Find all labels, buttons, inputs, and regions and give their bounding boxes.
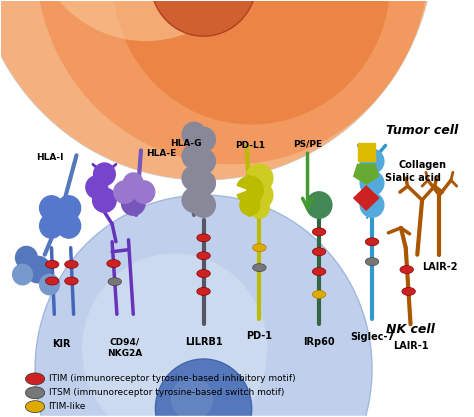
Text: NKG2A: NKG2A <box>107 349 142 358</box>
Circle shape <box>93 162 116 186</box>
Circle shape <box>92 187 117 213</box>
Circle shape <box>123 172 144 194</box>
Wedge shape <box>247 181 273 209</box>
Circle shape <box>0 0 435 180</box>
Ellipse shape <box>64 277 78 285</box>
Text: Sialic acid: Sialic acid <box>384 173 440 183</box>
Circle shape <box>25 256 52 284</box>
Text: Collagen: Collagen <box>398 160 446 170</box>
Circle shape <box>82 254 267 417</box>
Ellipse shape <box>64 260 78 269</box>
Circle shape <box>39 274 60 295</box>
Circle shape <box>182 143 207 169</box>
Text: IRp60: IRp60 <box>303 337 335 347</box>
Text: ITSM (immunoreceptor tyrosine-based switch motif): ITSM (immunoreceptor tyrosine-based swit… <box>48 388 284 397</box>
Ellipse shape <box>253 264 266 271</box>
Circle shape <box>191 126 216 152</box>
Circle shape <box>191 148 216 174</box>
Circle shape <box>359 192 384 218</box>
Text: CD94/: CD94/ <box>109 337 140 346</box>
Circle shape <box>12 264 33 286</box>
Text: ITIM (immunoreceptor tyrosine-based inhibitory motif): ITIM (immunoreceptor tyrosine-based inhi… <box>48 374 295 383</box>
Text: HLA-G: HLA-G <box>171 139 202 148</box>
Text: PS/PE: PS/PE <box>293 139 322 148</box>
Ellipse shape <box>197 287 210 295</box>
Text: Tumor cell: Tumor cell <box>386 124 459 137</box>
Ellipse shape <box>26 373 45 385</box>
Circle shape <box>155 359 252 417</box>
Circle shape <box>151 0 256 36</box>
Ellipse shape <box>46 277 59 285</box>
Ellipse shape <box>400 266 413 274</box>
Ellipse shape <box>402 287 415 295</box>
Ellipse shape <box>26 401 45 413</box>
Ellipse shape <box>197 269 210 278</box>
Text: ITIM-like: ITIM-like <box>48 402 86 411</box>
Ellipse shape <box>197 234 210 242</box>
Polygon shape <box>354 186 379 210</box>
Text: Siglec-7: Siglec-7 <box>350 332 394 342</box>
Circle shape <box>306 191 333 219</box>
Ellipse shape <box>108 278 121 286</box>
Ellipse shape <box>312 248 326 256</box>
Polygon shape <box>357 143 375 161</box>
Text: NK cell: NK cell <box>386 323 435 336</box>
Ellipse shape <box>312 291 326 299</box>
Circle shape <box>56 213 82 239</box>
Circle shape <box>39 213 64 239</box>
Text: PD-1: PD-1 <box>246 331 273 341</box>
Ellipse shape <box>365 238 379 246</box>
Ellipse shape <box>312 228 326 236</box>
Ellipse shape <box>26 387 45 399</box>
Circle shape <box>182 187 207 213</box>
Circle shape <box>35 195 372 417</box>
Ellipse shape <box>197 252 210 260</box>
Ellipse shape <box>46 260 59 269</box>
Ellipse shape <box>312 268 326 276</box>
Circle shape <box>171 377 213 417</box>
Text: PD-L1: PD-L1 <box>235 141 265 151</box>
Circle shape <box>15 246 38 269</box>
Text: HLA-E: HLA-E <box>146 149 176 158</box>
Circle shape <box>239 194 260 216</box>
Text: LILRB1: LILRB1 <box>185 337 222 347</box>
Circle shape <box>182 165 207 191</box>
Text: KIR: KIR <box>52 339 70 349</box>
Circle shape <box>132 180 155 204</box>
Ellipse shape <box>107 259 120 267</box>
Circle shape <box>30 0 261 41</box>
Circle shape <box>36 0 429 164</box>
Text: LAIR-1: LAIR-1 <box>393 341 428 351</box>
Circle shape <box>191 170 216 196</box>
Circle shape <box>113 0 390 125</box>
Text: LAIR-2: LAIR-2 <box>422 261 457 271</box>
Ellipse shape <box>253 244 266 252</box>
Circle shape <box>191 192 216 218</box>
Circle shape <box>359 170 384 196</box>
Wedge shape <box>237 176 263 204</box>
Ellipse shape <box>365 258 379 266</box>
Circle shape <box>359 148 384 174</box>
Wedge shape <box>247 164 273 192</box>
Circle shape <box>56 195 82 221</box>
Text: HLA-I: HLA-I <box>36 153 63 162</box>
Circle shape <box>249 197 270 219</box>
Circle shape <box>85 175 108 199</box>
Circle shape <box>121 190 146 216</box>
Circle shape <box>39 195 64 221</box>
Circle shape <box>113 180 136 204</box>
Circle shape <box>182 122 207 148</box>
Polygon shape <box>354 164 379 184</box>
